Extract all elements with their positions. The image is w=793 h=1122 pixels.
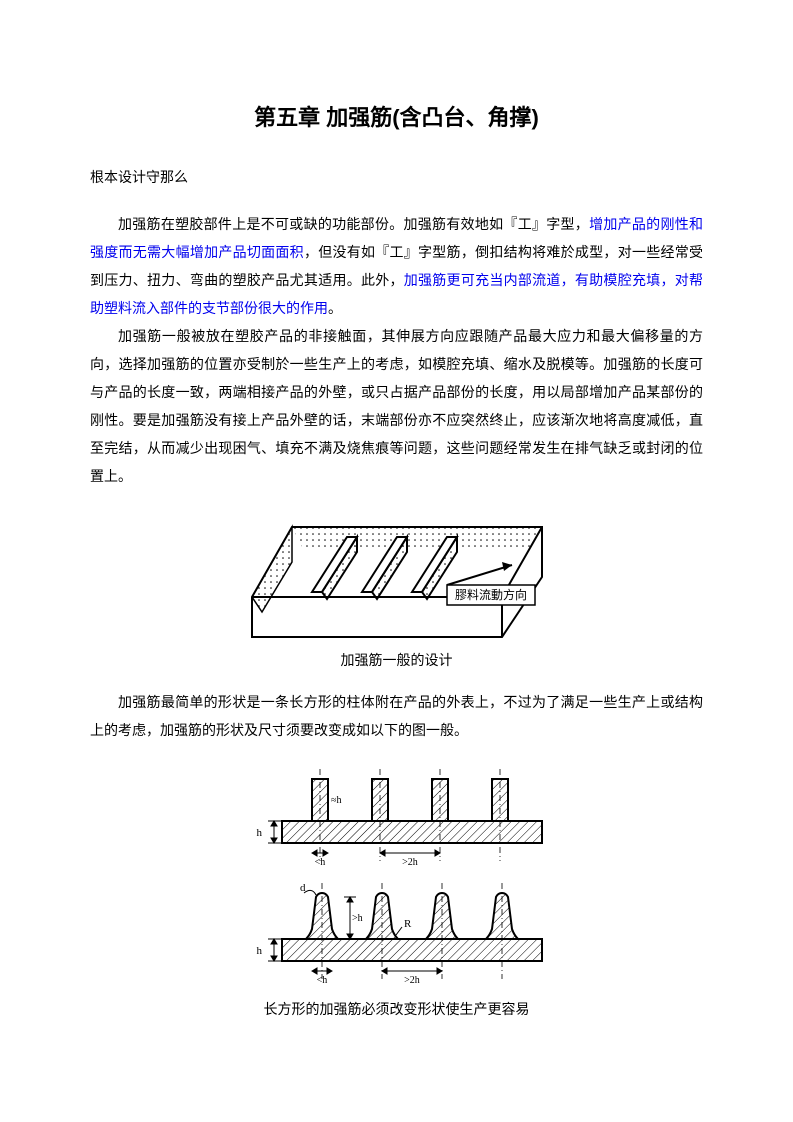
- paragraph-3: 加强筋最简单的形状是一条长方形的柱体附在产品的外表上，不过为了满足一些生产上或结…: [90, 690, 703, 746]
- paragraph-1: 加强筋在塑胶部件上是不可或缺的功能部份。加强筋有效地如『工』字型，增加产品的刚性…: [90, 212, 703, 324]
- flow-direction-label: 膠料流動方向: [454, 587, 526, 602]
- figure-2-caption: 长方形的加强筋必须改变形状使生产更容易: [90, 999, 703, 1019]
- svg-text:≈h: ≈h: [331, 795, 342, 806]
- svg-text:h: h: [256, 827, 262, 839]
- svg-text:R: R: [404, 918, 412, 930]
- svg-text:>2h: >2h: [402, 857, 418, 868]
- svg-text:>h: >h: [352, 913, 363, 924]
- chapter-title: 第五章 加强筋(含凸台、角撑): [90, 100, 703, 132]
- figure-1: 膠料流動方向: [90, 507, 703, 642]
- rib-cross-section-diagram: h ≈h <h >2h: [232, 761, 562, 991]
- svg-text:<h: <h: [316, 975, 327, 986]
- figure-1-caption: 加强筋一般的设计: [90, 650, 703, 670]
- svg-text:>2h: >2h: [404, 975, 420, 986]
- figure-2: h ≈h <h >2h: [90, 761, 703, 991]
- svg-text:h: h: [256, 945, 262, 957]
- p1-text-a: 加强筋在塑胶部件上是不可或缺的功能部份。加强筋有效地如『工』字型，: [118, 218, 589, 233]
- p1-text-c: 。: [328, 302, 342, 317]
- section-heading: 根本设计守那么: [90, 167, 703, 187]
- rib-isometric-diagram: 膠料流動方向: [232, 507, 562, 642]
- svg-text:<h: <h: [314, 857, 325, 868]
- paragraph-2: 加强筋一般被放在塑胶产品的非接触面，其伸展方向应跟随产品最大应力和最大偏移量的方…: [90, 324, 703, 492]
